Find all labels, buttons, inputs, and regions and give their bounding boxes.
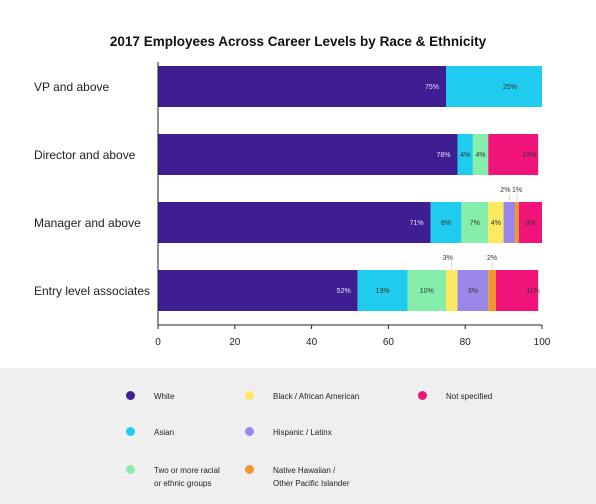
x-tick-label: 20 [229, 337, 241, 348]
legend-swatch [126, 391, 135, 400]
legend: White Asian Two or more racial or ethnic g… [0, 368, 596, 504]
data-label: 13% [522, 152, 536, 159]
data-label: 4% [491, 220, 501, 227]
bar-segment [461, 202, 489, 243]
bar-segment [488, 270, 496, 311]
data-label: 8% [441, 220, 451, 227]
legend-item: Asian [126, 426, 174, 439]
bar-segment [488, 202, 504, 243]
data-label: 25% [503, 84, 517, 91]
bar-segment [158, 270, 358, 311]
bar-segment [430, 202, 462, 243]
bar-segment [457, 134, 473, 175]
legend-swatch [418, 391, 427, 400]
data-label: 52% [337, 288, 351, 295]
x-tick-label: 80 [460, 337, 472, 348]
category-label: Entry level associates [34, 283, 151, 298]
bar-plot: 75% 25%78% 4% 4% 13%71% 8% 7% 4% 3%2% 1%52% 13% 10%… [155, 62, 551, 348]
legend-label: Native Hawaiian / Other Pacific Islander [273, 466, 350, 488]
bar-segment [495, 270, 539, 311]
bar-segment [357, 270, 408, 311]
data-label: 1% [512, 187, 522, 194]
data-label: 4% [475, 152, 485, 159]
x-tick-label: 0 [155, 337, 161, 348]
legend-label: Two or more racial or ethnic groups [154, 466, 220, 488]
legend-item: Native Hawaiian / Other Pacific Islander [245, 464, 349, 490]
legend-label: Black / African American [273, 392, 360, 401]
data-label: 10% [420, 288, 434, 295]
legend-swatch [245, 465, 254, 474]
data-label: 2% [500, 187, 510, 194]
legend-item: Black / African American [245, 390, 359, 403]
bar-segment [446, 66, 542, 107]
data-label: 71% [410, 220, 424, 227]
data-label: 78% [437, 152, 451, 159]
data-label: 2% [487, 255, 497, 262]
x-tick-label: 60 [383, 337, 395, 348]
bar-segment [488, 134, 539, 175]
data-label: 11% [526, 288, 540, 295]
legend-item: White [126, 390, 174, 403]
data-label: 3% [468, 288, 478, 295]
bar-segment [515, 202, 519, 243]
legend-swatch [245, 391, 254, 400]
chart-area: 2017 Employees Across Career Levels by R… [34, 34, 551, 348]
bar-segment [446, 270, 458, 311]
legend-item: Hispanic / Latinx [245, 426, 332, 439]
bar-segment [158, 202, 431, 243]
data-label: 13% [376, 288, 390, 295]
category-label: VP and above [34, 79, 110, 94]
legend-swatch [126, 427, 135, 436]
bar-segment [472, 134, 489, 175]
legend-label: White [154, 392, 175, 401]
legend-item: Not specified [418, 390, 492, 403]
chart-title: 2017 Employees Across Career Levels by R… [109, 34, 487, 49]
data-label: 7% [470, 220, 480, 227]
bar-segment [503, 202, 516, 243]
data-label: 75% [425, 84, 439, 91]
data-label: 3% [443, 255, 453, 262]
category-label: Director and above [34, 147, 136, 162]
data-label: 4% [460, 152, 470, 159]
legend-item: Two or more racial or ethnic groups [126, 464, 220, 490]
bar-segment [457, 270, 489, 311]
legend-swatch [245, 427, 254, 436]
legend-label: Not specified [446, 392, 493, 401]
bar-segment [407, 270, 446, 311]
legend-swatch [126, 465, 135, 474]
category-label: Manager and above [34, 215, 141, 230]
bar-segment [158, 66, 446, 107]
bar-segment [158, 134, 458, 175]
legend-label: Asian [154, 428, 175, 437]
bar-segment [518, 202, 542, 243]
x-tick-label: 100 [534, 337, 551, 348]
legend-label: Hispanic / Latinx [273, 428, 332, 437]
data-label: 3% [525, 220, 535, 227]
x-tick-label: 40 [306, 337, 318, 348]
